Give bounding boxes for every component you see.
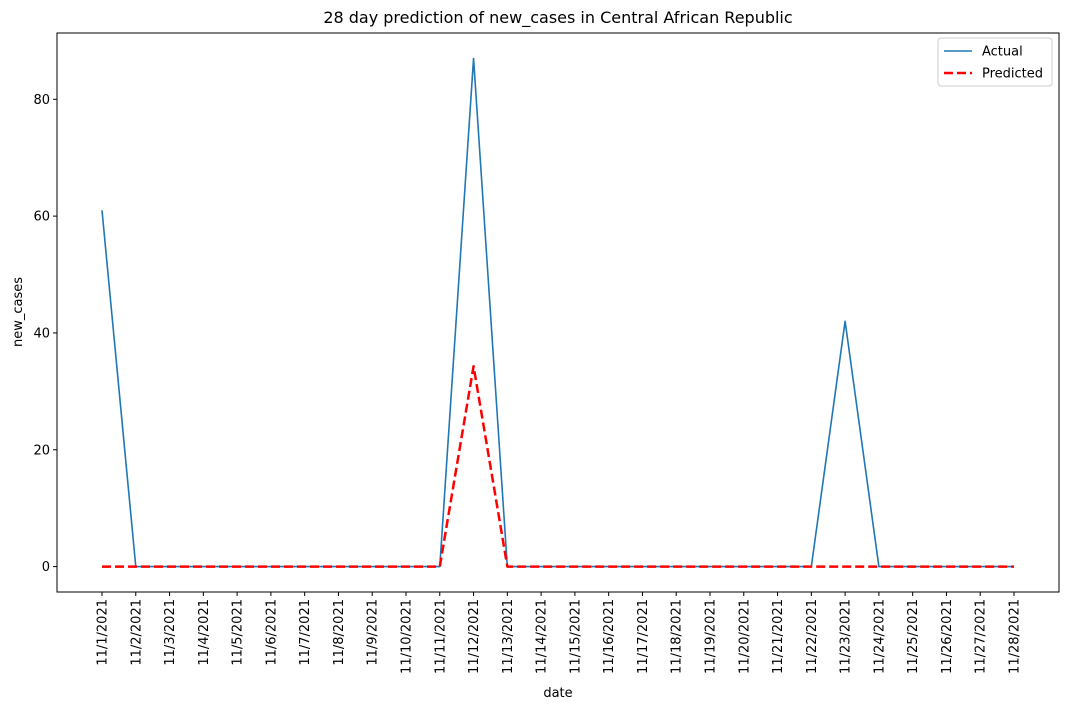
series-line-predicted — [102, 364, 1014, 568]
x-tick-label: 11/11/2021 — [433, 599, 448, 674]
x-tick-label: 11/14/2021 — [535, 599, 550, 674]
legend: Actual Predicted — [937, 37, 1053, 87]
x-tick-label: 11/3/2021 — [163, 599, 178, 666]
x-tick-label: 11/16/2021 — [602, 599, 617, 674]
y-tick-label: 60 — [33, 210, 50, 225]
x-tick-label: 11/26/2021 — [940, 599, 955, 674]
x-tick-label: 11/2/2021 — [129, 599, 144, 666]
y-axis: 0 20 40 60 80 — [33, 93, 57, 575]
y-axis-label: new_cases — [11, 277, 26, 347]
x-tick-label: 11/20/2021 — [737, 599, 752, 674]
x-tick-label: 11/22/2021 — [805, 599, 820, 674]
x-axis: 11/1/2021 11/2/2021 11/3/2021 11/4/2021 11/5… — [96, 592, 1023, 674]
x-tick-label: 11/17/2021 — [636, 599, 651, 674]
x-tick-label: 11/21/2021 — [771, 599, 786, 674]
legend-box — [937, 37, 1053, 87]
x-tick-label: 11/18/2021 — [670, 599, 685, 674]
x-tick-label: 11/15/2021 — [568, 599, 583, 674]
x-tick-label: 11/23/2021 — [839, 599, 854, 674]
x-axis-label: date — [543, 686, 572, 701]
x-tick-label: 11/6/2021 — [264, 599, 279, 666]
x-tick-label: 11/4/2021 — [197, 599, 212, 666]
x-tick-label: 11/5/2021 — [231, 599, 246, 666]
chart-title: 28 day prediction of new_cases in Centra… — [323, 8, 792, 28]
x-tick-label: 11/9/2021 — [366, 599, 381, 666]
plot-area — [56, 32, 1060, 593]
x-tick-label: 11/28/2021 — [1008, 599, 1023, 674]
x-tick-label: 11/12/2021 — [467, 599, 482, 674]
legend-label-actual: Actual — [982, 45, 1023, 60]
x-tick-label: 11/19/2021 — [704, 599, 719, 674]
x-tick-label: 11/1/2021 — [96, 599, 111, 666]
legend-label-predicted: Predicted — [982, 67, 1043, 82]
x-tick-label: 11/10/2021 — [400, 599, 415, 674]
y-tick-label: 80 — [33, 93, 50, 108]
x-tick-label: 11/8/2021 — [332, 599, 347, 666]
y-tick-label: 40 — [33, 326, 50, 341]
x-tick-label: 11/7/2021 — [298, 599, 313, 666]
x-tick-label: 11/13/2021 — [501, 599, 516, 674]
y-tick-label: 0 — [42, 560, 50, 575]
x-tick-label: 11/24/2021 — [872, 599, 887, 674]
x-tick-label: 11/27/2021 — [974, 599, 989, 674]
series-layer — [101, 57, 1014, 568]
x-tick-label: 11/25/2021 — [906, 599, 921, 674]
y-tick-label: 20 — [33, 443, 50, 458]
